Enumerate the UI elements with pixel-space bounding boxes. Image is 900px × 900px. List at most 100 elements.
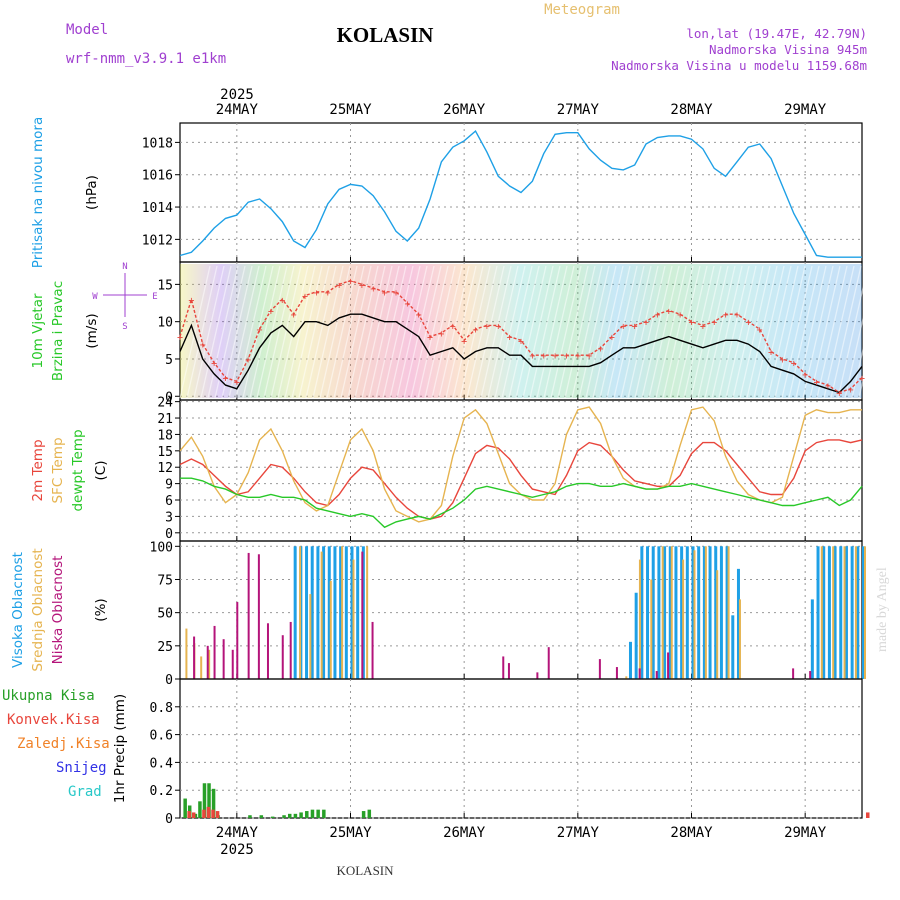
bar (322, 809, 326, 818)
wind-barb-hatch (459, 265, 491, 399)
precip-legend-item: Ukupna Kisa (2, 688, 95, 704)
bar (864, 546, 866, 679)
wind-barb-hatch (592, 265, 624, 399)
bar (299, 546, 302, 679)
bar (839, 546, 843, 679)
gust-marker: + (745, 318, 751, 329)
gust-marker: + (347, 277, 353, 288)
wind-barb-hatch (431, 265, 463, 399)
wind-barb-hatch (501, 265, 533, 399)
bar (185, 628, 188, 679)
wind-barb-hatch (697, 265, 729, 399)
bar (202, 809, 206, 818)
y-tick-label: 21 (157, 412, 173, 427)
wind-barb-hatch (550, 265, 582, 399)
y-tick-label: 0.8 (150, 701, 173, 716)
y-tick-label: 15 (157, 445, 173, 460)
top-day-label: 28MAY (670, 102, 713, 118)
wind-barb-hatch (837, 265, 869, 399)
y-axis-label: Pritisak na nivou mora (30, 117, 46, 268)
wind-barb-hatch (732, 265, 764, 399)
gust-marker: + (291, 310, 297, 321)
bar (661, 546, 664, 679)
gust-marker: + (222, 374, 228, 385)
gust-marker: + (757, 325, 763, 336)
bar (341, 546, 344, 679)
bar (816, 546, 820, 679)
gust-marker: + (279, 295, 285, 306)
bar (193, 636, 196, 679)
gust-marker: + (666, 306, 672, 317)
wind-barb-hatch (795, 265, 827, 399)
wind-barb-hatch (515, 265, 547, 399)
bar (714, 546, 718, 679)
gust-marker: + (370, 284, 376, 295)
wind-barb-hatch (207, 265, 239, 399)
bar (640, 546, 644, 679)
bar (208, 649, 211, 679)
gust-marker: + (359, 280, 365, 291)
series-line-speed (179, 313, 863, 394)
wind-barb-hatch (704, 265, 736, 399)
wind-barb-hatch (508, 265, 540, 399)
y-axis-label: 2m Temp (30, 439, 46, 501)
wind-barb-hatch (494, 265, 526, 399)
bar (305, 546, 309, 679)
footer-station: KOLASIN (336, 863, 394, 878)
wind-barb-hatch (480, 265, 512, 399)
wind-barb-hatch (690, 265, 722, 399)
gust-marker: + (211, 359, 217, 370)
y-axis-label: 1hr Precip (mm) (112, 694, 128, 803)
bar (634, 592, 638, 679)
wind-barb-hatch (319, 265, 351, 399)
panel-wind: 0 5 10 15 10m Vjetar Brzina i Pravac (m/s) N S E W… (30, 261, 890, 405)
gust-marker: + (416, 310, 422, 321)
wind-barb-hatch (249, 265, 281, 399)
bar (299, 812, 303, 818)
wind-barb-hatch (333, 265, 365, 399)
bar (206, 806, 211, 818)
y-axis-label: Srednja Oblacnost (30, 548, 46, 671)
wind-barb-hatch (858, 265, 890, 399)
bar (320, 551, 323, 679)
wind-barb-hatch (312, 265, 344, 399)
gust-marker: + (723, 310, 729, 321)
wind-barb-hatch (228, 265, 260, 399)
bar (293, 546, 297, 679)
wind-compass: N S E W (92, 262, 157, 332)
bar (371, 621, 374, 679)
y-axis-label: Niska Oblacnost (50, 556, 66, 665)
wind-barb-hatch (781, 265, 813, 399)
gust-marker: + (848, 385, 854, 396)
wind-barb-hatch (662, 265, 694, 399)
bar (719, 546, 723, 679)
bar (333, 546, 337, 679)
bar (650, 579, 653, 679)
bar (310, 546, 314, 679)
model-elevation: Nadmorska Visina u modelu 1159.68m (611, 58, 867, 73)
gust-marker: + (814, 377, 820, 388)
bottom-day-label: 26MAY (443, 825, 486, 841)
wind-barb-hatch (627, 265, 659, 399)
panel-clouds: 0 25 50 75 100 Visoka Oblacnost Srednja Oblacn… (10, 540, 866, 688)
wind-barb-hatch (424, 265, 456, 399)
wind-barb-hatch (221, 265, 253, 399)
series-line-dewpt-temp (180, 477, 863, 529)
y-axis-label: (%) (93, 598, 109, 621)
compass-label-e: E (152, 292, 157, 302)
y-axis-label: (hPa) (84, 175, 100, 210)
bar (191, 812, 196, 818)
wind-barb-hatch (823, 265, 855, 399)
gust-marker: + (598, 344, 604, 355)
gust-marker: + (711, 318, 717, 329)
bar (691, 546, 695, 679)
station-title: KOLASIN (337, 23, 434, 47)
bottom-day-label: 24MAY (216, 825, 259, 841)
y-axis-label: 10m Vjetar (30, 293, 46, 368)
y-tick-label: 1012 (142, 233, 173, 248)
wind-barb-hatch (571, 265, 603, 399)
bar (211, 809, 215, 818)
bar (646, 546, 650, 679)
precip-legend-item: Grad (68, 784, 102, 800)
